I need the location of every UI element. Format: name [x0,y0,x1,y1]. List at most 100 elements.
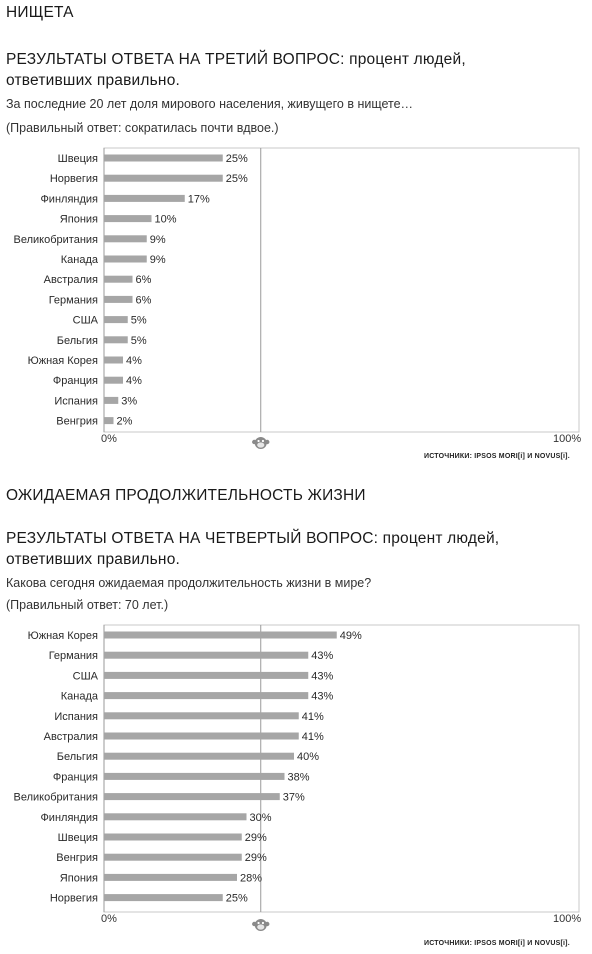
chart-heading-line2: ответивших правильно. [6,72,181,89]
section-title-poverty: НИЩЕТА [6,4,74,21]
category-label: Великобритания [14,234,99,246]
bar [104,194,185,202]
category-label: Канада [61,691,99,703]
value-label: 41% [302,731,324,743]
value-label: 2% [117,416,133,428]
value-label: 9% [150,254,166,266]
value-label: 25% [226,153,248,165]
category-label: Франция [53,375,98,387]
bar [104,316,128,324]
category-label: США [73,315,99,327]
bar [104,712,299,720]
category-label: Южная Корея [28,630,98,642]
bar [104,853,242,861]
category-label: Бельгия [57,751,98,763]
value-label: 6% [136,294,152,306]
bar [104,215,152,223]
bar [104,732,299,740]
value-label: 30% [250,812,272,824]
correct-answer-text: (Правильный ответ: 70 лет.) [6,598,169,612]
category-label: Австралия [44,731,98,743]
bar [104,174,223,182]
value-label: 25% [226,173,248,185]
value-label: 49% [340,630,362,642]
bar [104,275,133,283]
category-label: Швеция [58,832,98,844]
monkey-icon [252,437,270,449]
axis-min-label: 0% [101,913,117,925]
value-label: 41% [302,711,324,723]
category-label: Бельгия [57,335,98,347]
category-label: Испания [54,395,98,407]
axis-max-label: 100% [553,913,582,925]
question-text: За последние 20 лет доля мирового населе… [6,97,414,111]
bar [104,651,309,659]
category-label: Япония [60,872,98,884]
bar-chart-1: Швеция 25% Норвегия 25% Финляндия 17% Япония 10… [14,147,580,449]
category-label: Финляндия [40,812,98,824]
monkey-icon [252,919,270,931]
category-label: Великобритания [14,792,99,804]
bar [104,154,223,162]
category-label: Франция [53,771,98,783]
value-label: 5% [131,315,147,327]
section-title-life-expectancy: ОЖИДАЕМАЯ ПРОДОЛЖИТЕЛЬНОСТЬ ЖИЗНИ [6,487,366,504]
bar [104,417,114,425]
source-note: ИСТОЧНИКИ: IPSOS MORI[i] И NOVUS[i]. [424,453,570,460]
category-label: Германия [49,650,98,662]
bar [104,295,133,303]
bar [104,631,337,639]
category-label: Финляндия [40,193,98,205]
source-note: ИСТОЧНИКИ: IPSOS MORI[i] И NOVUS[i]. [424,940,570,947]
category-label: Норвегия [50,893,98,905]
value-label: 29% [245,852,267,864]
value-label: 5% [131,335,147,347]
question-text: Какова сегодня ожидаемая продолжительнос… [6,576,372,590]
value-label: 43% [311,691,333,703]
value-label: 3% [121,395,137,407]
bar [104,772,285,780]
value-label: 10% [155,214,177,226]
value-label: 43% [311,670,333,682]
bar [104,376,123,384]
bar [104,336,128,344]
bar [104,235,147,243]
axis-max-label: 100% [553,433,582,445]
value-label: 29% [245,832,267,844]
category-label: Австралия [44,274,98,286]
axis-min-label: 0% [101,433,117,445]
category-label: Швеция [58,153,98,165]
value-label: 4% [126,355,142,367]
value-label: 37% [283,792,305,804]
value-label: 9% [150,234,166,246]
value-label: 25% [226,893,248,905]
bar [104,396,119,404]
value-label: 28% [240,872,262,884]
bar [104,356,123,364]
bar [104,255,147,263]
value-label: 4% [126,375,142,387]
value-label: 6% [136,274,152,286]
category-label: Испания [54,711,98,723]
bar [104,813,247,821]
bar [104,894,223,902]
category-label: Венгрия [56,852,98,864]
correct-answer-text: (Правильный ответ: сократилась почти вдв… [6,121,279,135]
value-label: 17% [188,193,210,205]
bar [104,692,309,700]
bar [104,873,237,881]
value-label: 43% [311,650,333,662]
bar [104,671,309,679]
chart-heading-line2: ответивших правильно. [6,551,181,568]
category-label: США [73,670,99,682]
category-label: Япония [60,214,98,226]
plot-frame [103,147,580,433]
category-label: Венгрия [56,416,98,428]
value-label: 40% [297,751,319,763]
category-label: Южная Корея [28,355,98,367]
category-label: Норвегия [50,173,98,185]
bar [104,833,242,841]
category-label: Канада [61,254,99,266]
bar [104,793,280,801]
